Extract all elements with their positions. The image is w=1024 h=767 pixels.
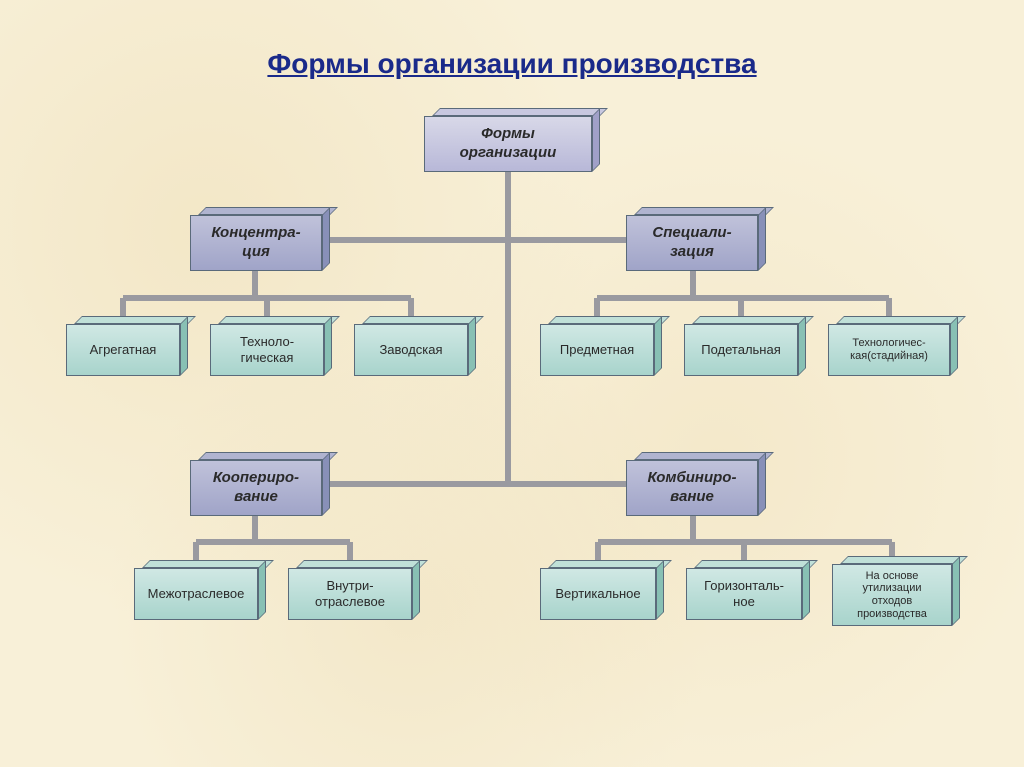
node-label: Межотраслевое — [134, 568, 258, 620]
node-label: Коопериро-вание — [190, 460, 322, 516]
node-leaf: Техноло-гическая — [210, 316, 332, 376]
node-label: Вертикальное — [540, 568, 656, 620]
node-label: Комбиниро-вание — [626, 460, 758, 516]
node-root-label: Формыорганизации — [424, 116, 592, 172]
node-leaf: На основеутилизацииотходовпроизводства — [832, 556, 960, 626]
node-leaf: Заводская — [354, 316, 476, 376]
node-leaf: Агрегатная — [66, 316, 188, 376]
node-branch-concentration: Концентра-ция — [190, 207, 330, 271]
node-leaf: Предметная — [540, 316, 662, 376]
node-label: Заводская — [354, 324, 468, 376]
node-label: Подетальная — [684, 324, 798, 376]
node-label: Горизонталь-ное — [686, 568, 802, 620]
diagram-title: Формы организации производства — [0, 48, 1024, 80]
node-leaf: Подетальная — [684, 316, 806, 376]
node-leaf: Внутри-отраслевое — [288, 560, 420, 620]
node-branch-combination: Комбиниро-вание — [626, 452, 766, 516]
node-branch-specialization: Специали-зация — [626, 207, 766, 271]
node-root: Формыорганизации — [424, 108, 600, 172]
node-branch-cooperation: Коопериро-вание — [190, 452, 330, 516]
node-label: Технологичес-кая(стадийная) — [828, 324, 950, 376]
node-label: Агрегатная — [66, 324, 180, 376]
node-leaf: Технологичес-кая(стадийная) — [828, 316, 958, 376]
node-label: Предметная — [540, 324, 654, 376]
node-label: На основеутилизацииотходовпроизводства — [832, 564, 952, 626]
node-label: Техноло-гическая — [210, 324, 324, 376]
node-leaf: Вертикальное — [540, 560, 664, 620]
node-leaf: Горизонталь-ное — [686, 560, 810, 620]
node-label: Концентра-ция — [190, 215, 322, 271]
node-label: Специали-зация — [626, 215, 758, 271]
node-leaf: Межотраслевое — [134, 560, 266, 620]
node-label: Внутри-отраслевое — [288, 568, 412, 620]
